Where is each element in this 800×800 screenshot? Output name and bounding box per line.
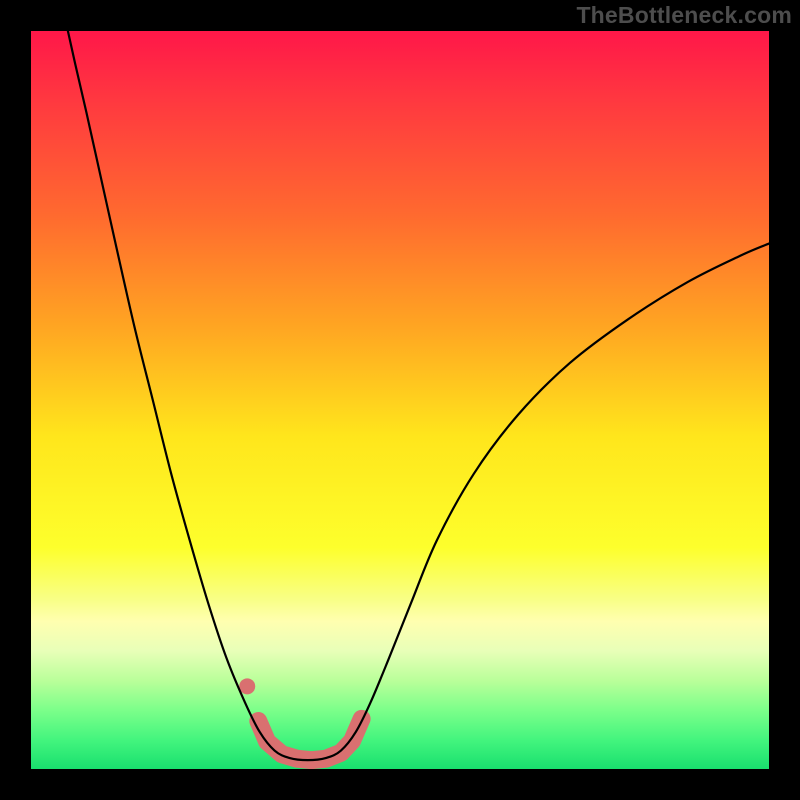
bottleneck-chart-svg [0, 0, 800, 800]
highlight-dot [239, 678, 255, 694]
chart-container: TheBottleneck.com [0, 0, 800, 800]
plot-background [31, 31, 769, 769]
watermark-text: TheBottleneck.com [576, 2, 792, 29]
